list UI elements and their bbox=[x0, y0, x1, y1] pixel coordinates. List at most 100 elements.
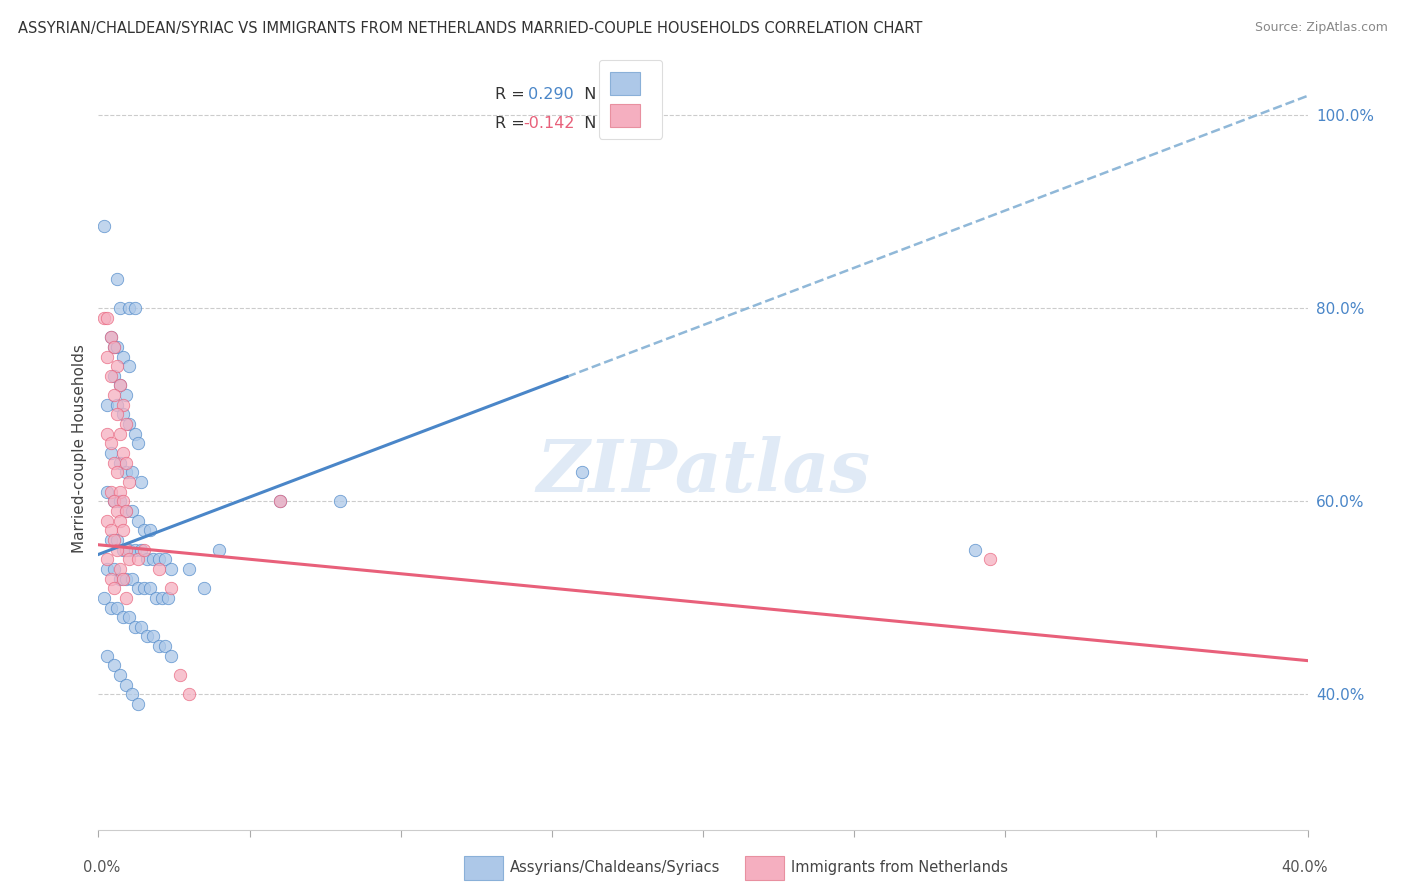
Point bbox=[114, 388, 136, 402]
Point bbox=[111, 494, 134, 508]
Point bbox=[148, 639, 170, 653]
Point bbox=[96, 514, 118, 528]
Point bbox=[269, 494, 291, 508]
Point bbox=[150, 591, 173, 605]
Point bbox=[153, 552, 176, 566]
Point bbox=[965, 542, 987, 557]
Point bbox=[111, 542, 134, 557]
Text: Source: ZipAtlas.com: Source: ZipAtlas.com bbox=[1254, 21, 1388, 34]
Point bbox=[111, 408, 134, 422]
Point bbox=[103, 658, 125, 673]
Point bbox=[127, 514, 149, 528]
Point bbox=[121, 687, 143, 701]
Point bbox=[160, 648, 183, 663]
Point bbox=[118, 610, 141, 624]
Point bbox=[132, 523, 155, 537]
Point bbox=[132, 581, 155, 595]
Point bbox=[129, 475, 152, 489]
Point bbox=[118, 301, 141, 316]
Point bbox=[571, 466, 593, 480]
Text: 80: 80 bbox=[613, 87, 633, 103]
Point bbox=[114, 417, 136, 431]
Y-axis label: Married-couple Households: Married-couple Households bbox=[72, 343, 87, 553]
Point bbox=[329, 494, 352, 508]
Point bbox=[100, 436, 122, 450]
Point bbox=[132, 542, 155, 557]
Point bbox=[103, 581, 125, 595]
Point bbox=[114, 504, 136, 518]
Point bbox=[111, 610, 134, 624]
Point bbox=[105, 504, 128, 518]
Point bbox=[114, 591, 136, 605]
Point bbox=[103, 533, 125, 547]
Point bbox=[108, 484, 131, 499]
Point bbox=[121, 504, 143, 518]
Point bbox=[100, 523, 122, 537]
Point bbox=[103, 494, 125, 508]
Text: 0.290: 0.290 bbox=[523, 87, 574, 103]
Point bbox=[129, 542, 152, 557]
Point bbox=[153, 639, 176, 653]
Point bbox=[93, 219, 115, 234]
Text: ZIPatlas: ZIPatlas bbox=[536, 435, 870, 507]
Point bbox=[111, 398, 134, 412]
Point bbox=[108, 301, 131, 316]
Point bbox=[105, 340, 128, 354]
Point bbox=[93, 591, 115, 605]
Point bbox=[96, 484, 118, 499]
Point bbox=[103, 368, 125, 383]
Point bbox=[103, 340, 125, 354]
Point bbox=[100, 368, 122, 383]
Point bbox=[129, 620, 152, 634]
Point bbox=[121, 572, 143, 586]
Point bbox=[118, 542, 141, 557]
Text: Immigrants from Netherlands: Immigrants from Netherlands bbox=[790, 861, 1008, 875]
Point bbox=[114, 504, 136, 518]
Point bbox=[148, 552, 170, 566]
Point bbox=[142, 552, 165, 566]
Point bbox=[111, 523, 134, 537]
Point bbox=[96, 552, 118, 566]
Point bbox=[108, 494, 131, 508]
Text: N =: N = bbox=[574, 117, 620, 131]
Point bbox=[96, 426, 118, 441]
Point bbox=[108, 668, 131, 682]
Point bbox=[103, 456, 125, 470]
Point bbox=[100, 446, 122, 460]
Point bbox=[96, 350, 118, 364]
Point bbox=[114, 456, 136, 470]
Point bbox=[179, 562, 201, 576]
Point bbox=[108, 562, 131, 576]
Point bbox=[193, 581, 215, 595]
Point bbox=[103, 562, 125, 576]
Point bbox=[179, 687, 201, 701]
Point bbox=[114, 572, 136, 586]
Point bbox=[156, 591, 179, 605]
Point bbox=[139, 581, 162, 595]
Point bbox=[108, 378, 131, 392]
Point bbox=[105, 272, 128, 286]
Point bbox=[108, 456, 131, 470]
Point bbox=[103, 340, 125, 354]
Point bbox=[135, 552, 157, 566]
Point bbox=[148, 562, 170, 576]
Point bbox=[100, 330, 122, 344]
Point bbox=[118, 417, 141, 431]
Point bbox=[142, 630, 165, 644]
Point bbox=[124, 620, 146, 634]
Point bbox=[100, 572, 122, 586]
Point bbox=[139, 523, 162, 537]
Point bbox=[269, 494, 291, 508]
Point bbox=[145, 591, 167, 605]
Point bbox=[135, 630, 157, 644]
Point bbox=[124, 301, 146, 316]
Text: -0.142: -0.142 bbox=[523, 117, 575, 131]
Point bbox=[96, 562, 118, 576]
Point bbox=[108, 572, 131, 586]
Text: 0.0%: 0.0% bbox=[83, 860, 120, 874]
Point bbox=[118, 475, 141, 489]
Point bbox=[100, 330, 122, 344]
Point bbox=[100, 600, 122, 615]
Text: N =: N = bbox=[574, 87, 620, 103]
Point bbox=[108, 426, 131, 441]
